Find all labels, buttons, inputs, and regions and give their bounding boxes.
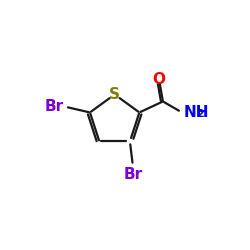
Text: Br: Br: [123, 167, 142, 182]
Text: Br: Br: [44, 99, 63, 114]
Text: S: S: [109, 87, 120, 102]
Text: 2: 2: [196, 109, 204, 119]
Text: NH: NH: [184, 104, 210, 120]
Text: O: O: [153, 72, 166, 87]
